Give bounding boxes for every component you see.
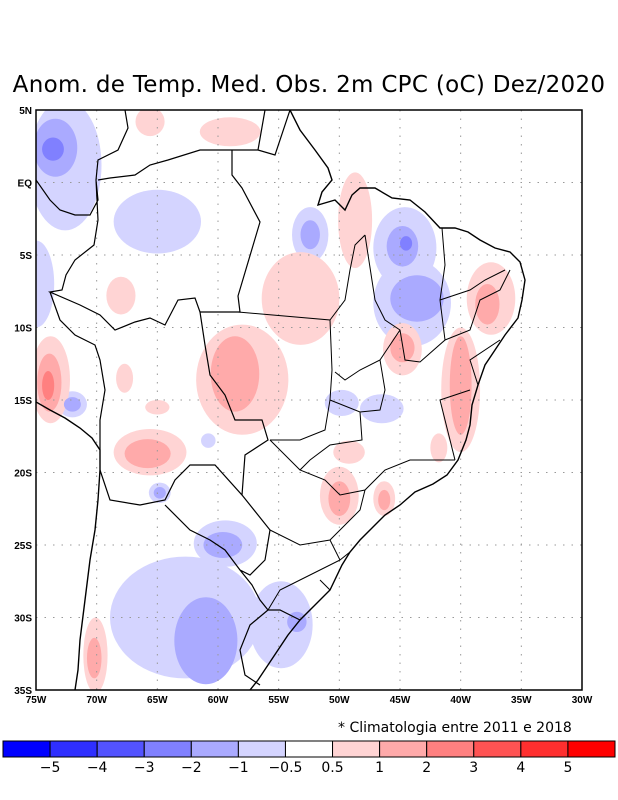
warm-anomaly-region	[116, 363, 134, 393]
state-borders	[237, 227, 511, 611]
graticule	[36, 110, 582, 690]
lat-tick-label: 30S	[14, 614, 32, 625]
colorbar-label: 3	[469, 760, 478, 776]
cold-anomaly-region	[203, 531, 243, 559]
cold-anomaly-region	[201, 433, 216, 448]
coastline	[249, 110, 526, 690]
map-frame	[35, 109, 583, 691]
colorbar-label: −5	[40, 760, 61, 776]
cold-anomaly-region	[36, 240, 55, 328]
cold-anomaly-region	[174, 597, 238, 685]
colorbar-label: 5	[563, 760, 572, 776]
lat-tick-label: 35S	[14, 686, 32, 697]
warm-anomaly-region	[378, 489, 391, 511]
colorbar-label: −0.5	[268, 760, 302, 776]
lon-tick-label: 40W	[450, 695, 471, 706]
axis-ticks: 75W 70W 65W 60W 55W 50W 45W 40W 35W 30W 5N EQ 5S 10S 1…	[14, 106, 593, 706]
cold-anomaly-region	[390, 275, 444, 322]
colorbar-label: −1	[228, 760, 249, 776]
boundaries	[36, 110, 526, 690]
cold-anomaly-region	[324, 389, 359, 416]
cold-anomaly-region	[153, 487, 166, 499]
warm-anomaly-region	[135, 110, 165, 137]
colorbar-label: 1	[375, 760, 384, 776]
colorbar: −5 −4 −3 −2 −1 −0.5 0.5 1 2 3 4 5	[2, 740, 616, 776]
warm-anomaly-region	[145, 400, 170, 415]
lat-tick-label: 20S	[14, 469, 32, 480]
colorbar-swatch	[567, 740, 616, 758]
lon-tick-label: 65W	[147, 695, 168, 706]
colorbar-swatch	[520, 740, 569, 758]
warm-anomaly-region	[124, 439, 171, 469]
colorbar-swatch	[2, 740, 51, 758]
cold-anomaly-region	[300, 220, 320, 250]
warm-anomaly-region	[42, 371, 55, 400]
warm-anomaly-region	[199, 117, 261, 147]
colorbar-label: 2	[422, 760, 431, 776]
colorbar-label: −3	[134, 760, 155, 776]
colorbar-label: 0.5	[321, 760, 343, 776]
warm-anomaly-region	[338, 172, 373, 269]
cold-anomaly-region	[42, 137, 64, 161]
climatology-note: * Climatologia entre 2011 e 2018	[338, 720, 572, 736]
lat-tick-label: 5N	[19, 106, 32, 117]
colorbar-swatch	[284, 740, 334, 758]
colorbar-swatch	[332, 740, 381, 758]
colorbar-swatch	[96, 740, 145, 758]
cold-anomaly-region	[287, 611, 307, 632]
lat-tick-label: 5S	[20, 251, 33, 262]
colorbar-label: −2	[181, 760, 202, 776]
lon-tick-label: 55W	[268, 695, 289, 706]
warm-anomaly-region	[390, 333, 415, 363]
warm-anomaly-region	[328, 481, 351, 516]
lon-tick-label: 75W	[26, 695, 47, 706]
colorbar-label: −4	[87, 760, 108, 776]
colorbar-swatch	[143, 740, 192, 758]
warm-anomaly-region	[430, 433, 448, 463]
map-title: Anom. de Temp. Med. Obs. 2m CPC (oC) Dez…	[12, 72, 606, 98]
warm-anomaly-region	[475, 284, 500, 325]
country-borders	[36, 110, 301, 686]
warm-anomaly-region	[86, 637, 102, 679]
lon-tick-label: 50W	[329, 695, 350, 706]
warm-anomaly-region	[261, 252, 340, 345]
cold-anomaly-region	[63, 397, 81, 412]
cold-anomaly-region	[400, 236, 413, 251]
colorbar-label: 4	[516, 760, 525, 776]
warm-anomaly-region	[333, 440, 365, 464]
cold-anomaly-region	[249, 581, 313, 669]
lon-tick-label: 35W	[511, 695, 532, 706]
cold-anomaly-region	[359, 394, 404, 424]
lat-tick-label: 15S	[14, 396, 32, 407]
lat-tick-label: 10S	[14, 324, 32, 335]
colorbar-swatch	[426, 740, 475, 758]
colorbar-swatch	[237, 740, 286, 758]
anomaly-shading	[36, 110, 516, 690]
colorbar-swatch	[190, 740, 239, 758]
lon-tick-label: 60W	[208, 695, 229, 706]
lon-tick-label: 70W	[86, 695, 107, 706]
lon-tick-label: 30W	[572, 695, 593, 706]
lat-tick-label: 25S	[14, 541, 32, 552]
lon-tick-label: 45W	[390, 695, 411, 706]
colorbar-swatch	[473, 740, 522, 758]
lat-tick-label: EQ	[18, 179, 33, 190]
colorbar-swatch	[49, 740, 98, 758]
pacific-coastline	[36, 401, 101, 690]
warm-anomaly-region	[106, 276, 136, 315]
warm-anomaly-region	[449, 336, 472, 435]
colorbar-swatch	[379, 740, 428, 758]
